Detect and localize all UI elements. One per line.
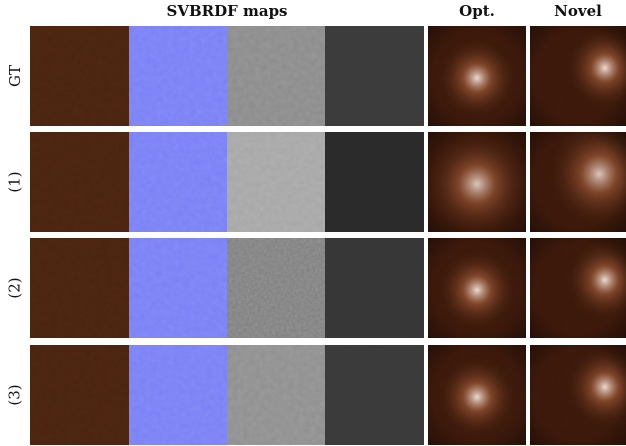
render-novel-tile bbox=[530, 345, 626, 445]
render-opt-tile bbox=[428, 238, 526, 338]
row-label-text: (3) bbox=[6, 384, 24, 406]
row-label-text: (1) bbox=[6, 171, 24, 193]
roughness-map-tile bbox=[227, 132, 325, 232]
diffuse-map-tile bbox=[30, 238, 129, 338]
row-label-text: (2) bbox=[6, 277, 24, 299]
render-novel-tile bbox=[530, 238, 626, 338]
render-opt-tile bbox=[428, 26, 526, 126]
row-label-3: (3) bbox=[0, 345, 30, 445]
diffuse-map-tile bbox=[30, 26, 129, 126]
row-label-1: (1) bbox=[0, 132, 30, 232]
roughness-map-tile bbox=[227, 238, 325, 338]
render-opt-tile bbox=[428, 345, 526, 445]
specular-map-tile bbox=[325, 345, 424, 445]
normal-map-tile bbox=[129, 345, 227, 445]
row-label-text: GT bbox=[6, 65, 24, 87]
normal-map-tile bbox=[129, 26, 227, 126]
render-opt-tile bbox=[428, 132, 526, 232]
row-label-2: (2) bbox=[0, 238, 30, 338]
specular-map-tile bbox=[325, 238, 424, 338]
render-novel-tile bbox=[530, 132, 626, 232]
diffuse-map-tile bbox=[30, 132, 129, 232]
normal-map-tile bbox=[129, 132, 227, 232]
header-opt: Opt. bbox=[459, 2, 495, 20]
header-svbrdf-maps: SVBRDF maps bbox=[166, 2, 288, 20]
specular-map-tile bbox=[325, 132, 424, 232]
header-novel: Novel bbox=[554, 2, 602, 20]
diffuse-map-tile bbox=[30, 345, 129, 445]
specular-map-tile bbox=[325, 26, 424, 126]
render-novel-tile bbox=[530, 26, 626, 126]
roughness-map-tile bbox=[227, 345, 325, 445]
roughness-map-tile bbox=[227, 26, 325, 126]
row-label-gt: GT bbox=[0, 26, 30, 126]
normal-map-tile bbox=[129, 238, 227, 338]
